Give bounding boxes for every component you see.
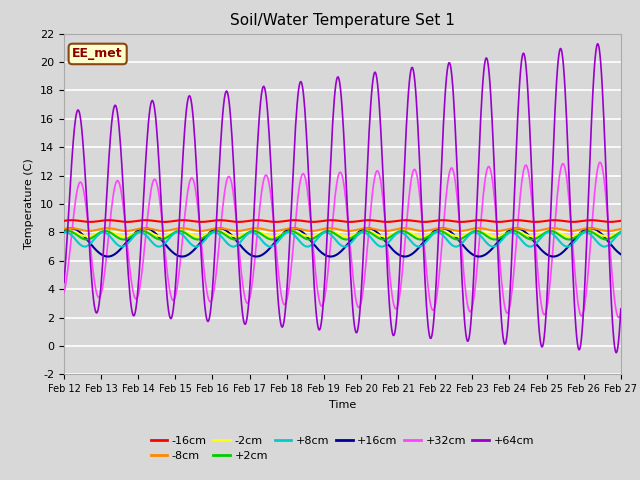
Text: EE_met: EE_met <box>72 48 123 60</box>
Title: Soil/Water Temperature Set 1: Soil/Water Temperature Set 1 <box>230 13 455 28</box>
X-axis label: Time: Time <box>329 400 356 409</box>
Y-axis label: Temperature (C): Temperature (C) <box>24 158 35 250</box>
Legend: -16cm, -8cm, -2cm, +2cm, +8cm, +16cm, +32cm, +64cm: -16cm, -8cm, -2cm, +2cm, +8cm, +16cm, +3… <box>147 431 538 466</box>
